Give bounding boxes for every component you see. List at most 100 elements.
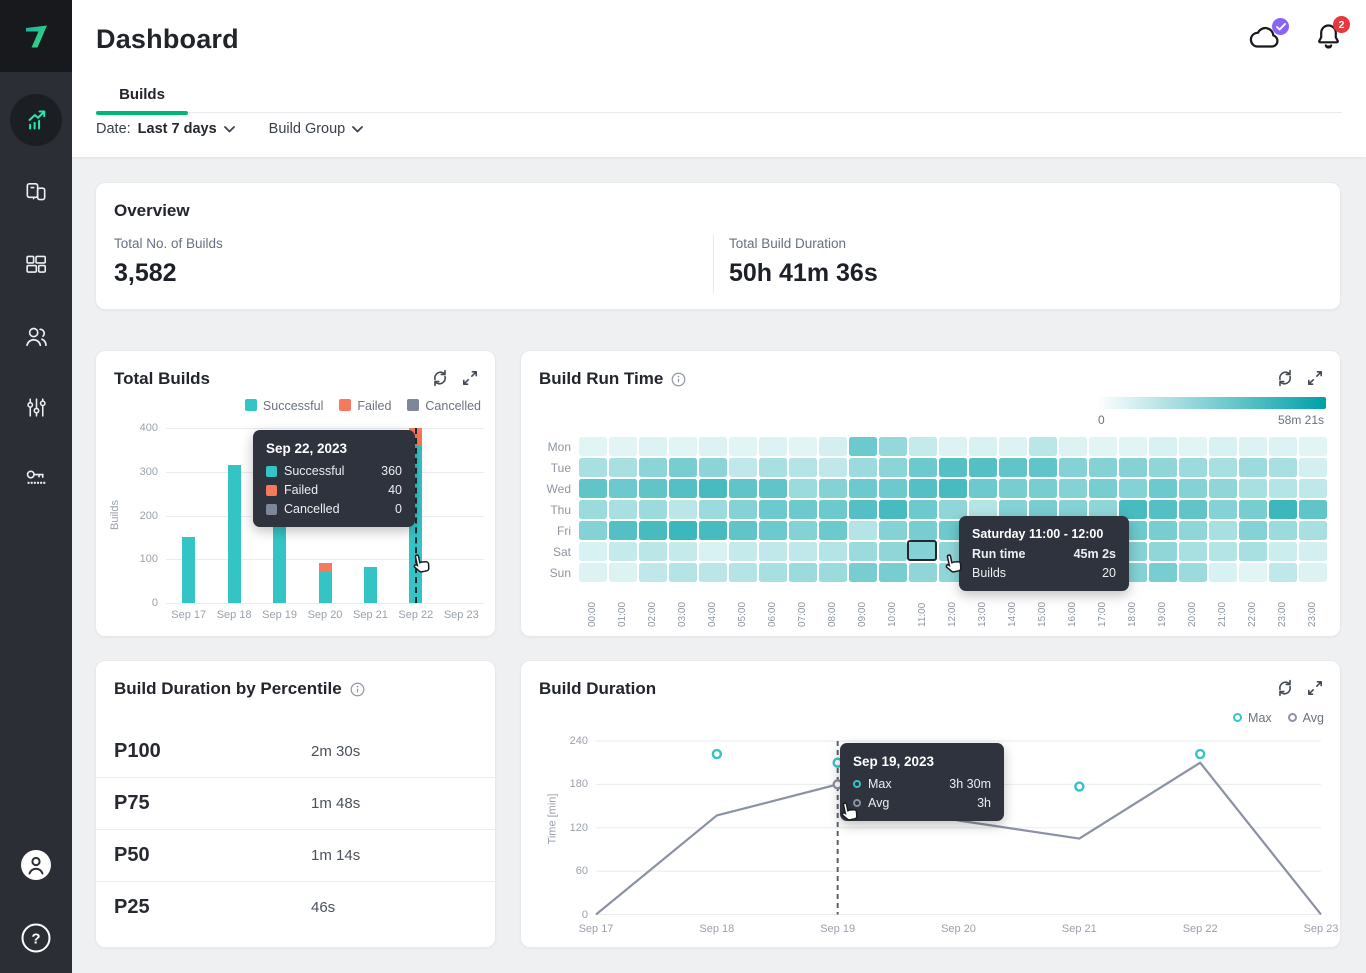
heatmap-cell[interactable] [579, 479, 607, 498]
heatmap-cell[interactable] [1179, 437, 1207, 456]
heatmap-cell[interactable] [819, 479, 847, 498]
heatmap-cell[interactable] [1239, 542, 1267, 561]
heatmap-cell[interactable] [609, 479, 637, 498]
refresh-button[interactable] [1276, 679, 1294, 697]
sidebar-item-boards[interactable] [0, 238, 72, 290]
heatmap-cell[interactable] [1059, 500, 1087, 519]
heatmap-cell[interactable] [1209, 458, 1237, 477]
heatmap-cell[interactable] [1299, 521, 1327, 540]
heatmap-cell[interactable] [1239, 479, 1267, 498]
heatmap-cell[interactable] [909, 563, 937, 582]
heatmap-cell[interactable] [819, 521, 847, 540]
heatmap-cell[interactable] [1209, 479, 1237, 498]
heatmap-cell[interactable] [789, 500, 817, 519]
heatmap-cell[interactable] [849, 521, 877, 540]
heatmap-cell[interactable] [579, 437, 607, 456]
heatmap-cell[interactable] [849, 458, 877, 477]
heatmap-cell[interactable] [639, 437, 667, 456]
heatmap-cell[interactable] [1179, 500, 1207, 519]
heatmap-cell[interactable] [639, 521, 667, 540]
expand-button[interactable] [1306, 679, 1324, 697]
legend-item[interactable]: Successful [244, 399, 323, 413]
heatmap-cell[interactable] [1029, 479, 1057, 498]
heatmap-cell[interactable] [1179, 479, 1207, 498]
heatmap-cell[interactable] [699, 542, 727, 561]
heatmap-cell[interactable] [1149, 542, 1177, 561]
refresh-button[interactable] [431, 369, 449, 387]
data-point-marker[interactable] [1074, 781, 1085, 792]
heatmap-cell[interactable] [1029, 500, 1057, 519]
heatmap-cell[interactable] [879, 458, 907, 477]
data-point-marker[interactable] [711, 748, 723, 760]
legend-item[interactable]: Cancelled [407, 399, 481, 413]
heatmap-cell[interactable] [879, 437, 907, 456]
heatmap-cell[interactable] [1119, 458, 1147, 477]
heatmap-cell[interactable] [1269, 458, 1297, 477]
heatmap-cell[interactable] [819, 437, 847, 456]
heatmap-cell[interactable] [669, 437, 697, 456]
heatmap-cell[interactable] [759, 542, 787, 561]
heatmap-cell[interactable] [1149, 500, 1177, 519]
bar-segment[interactable] [227, 465, 241, 603]
heatmap-cell[interactable] [1239, 563, 1267, 582]
heatmap-cell[interactable] [1239, 437, 1267, 456]
heatmap-cell[interactable] [1269, 479, 1297, 498]
heatmap-cell[interactable] [579, 458, 607, 477]
bar-segment[interactable] [363, 567, 377, 603]
heatmap-cell[interactable] [609, 521, 637, 540]
heatmap-cell[interactable] [759, 458, 787, 477]
heatmap-cell[interactable] [849, 563, 877, 582]
heatmap-cell[interactable] [669, 563, 697, 582]
heatmap-cell[interactable] [699, 437, 727, 456]
heatmap-cell[interactable] [789, 521, 817, 540]
heatmap-cell[interactable] [669, 479, 697, 498]
heatmap-cell[interactable] [1239, 521, 1267, 540]
heatmap-cell[interactable] [1119, 437, 1147, 456]
heatmap-cell[interactable] [1029, 458, 1057, 477]
heatmap-cell[interactable] [639, 458, 667, 477]
heatmap-cell[interactable] [729, 563, 757, 582]
heatmap-cell[interactable] [789, 479, 817, 498]
heatmap-cell[interactable] [819, 542, 847, 561]
heatmap-cell[interactable] [669, 500, 697, 519]
build-group-dropdown[interactable]: Build Group [269, 121, 364, 137]
bar-segment[interactable] [318, 562, 332, 572]
heatmap-cell[interactable] [759, 563, 787, 582]
bar-segment[interactable] [318, 571, 332, 603]
heatmap-cell[interactable] [1149, 437, 1177, 456]
heatmap-cell[interactable] [1089, 500, 1117, 519]
heatmap-cell[interactable] [1299, 458, 1327, 477]
heatmap-cell[interactable] [579, 563, 607, 582]
heatmap-cell[interactable] [1209, 563, 1237, 582]
heatmap-cell[interactable] [969, 437, 997, 456]
heatmap-cell[interactable] [849, 479, 877, 498]
heatmap-cell[interactable] [999, 500, 1027, 519]
heatmap-cell[interactable] [669, 458, 697, 477]
heatmap-cell[interactable] [1059, 479, 1087, 498]
heatmap-cell[interactable] [1149, 521, 1177, 540]
heatmap-cell[interactable] [1269, 563, 1297, 582]
heatmap-cell[interactable] [759, 437, 787, 456]
heatmap-cell[interactable] [789, 437, 817, 456]
heatmap-cell[interactable] [579, 521, 607, 540]
heatmap-cell[interactable] [879, 521, 907, 540]
refresh-button[interactable] [1276, 369, 1294, 387]
heatmap-cell[interactable] [1209, 500, 1237, 519]
heatmap-cell[interactable] [639, 479, 667, 498]
heatmap-cell[interactable] [699, 479, 727, 498]
heatmap-cell[interactable] [1299, 563, 1327, 582]
heatmap-cell[interactable] [879, 479, 907, 498]
heatmap-cell[interactable] [1269, 500, 1297, 519]
heatmap-cell[interactable] [729, 458, 757, 477]
heatmap-cell[interactable] [879, 563, 907, 582]
heatmap-cell[interactable] [819, 458, 847, 477]
heatmap-cell[interactable] [879, 500, 907, 519]
heatmap-cell[interactable] [789, 458, 817, 477]
heatmap-cell[interactable] [909, 521, 937, 540]
heatmap-cell[interactable] [909, 542, 937, 561]
heatmap-cell[interactable] [1299, 479, 1327, 498]
heatmap-cell[interactable] [909, 500, 937, 519]
heatmap-cell[interactable] [1299, 437, 1327, 456]
heatmap-cell[interactable] [1209, 521, 1237, 540]
heatmap-cell[interactable] [699, 500, 727, 519]
